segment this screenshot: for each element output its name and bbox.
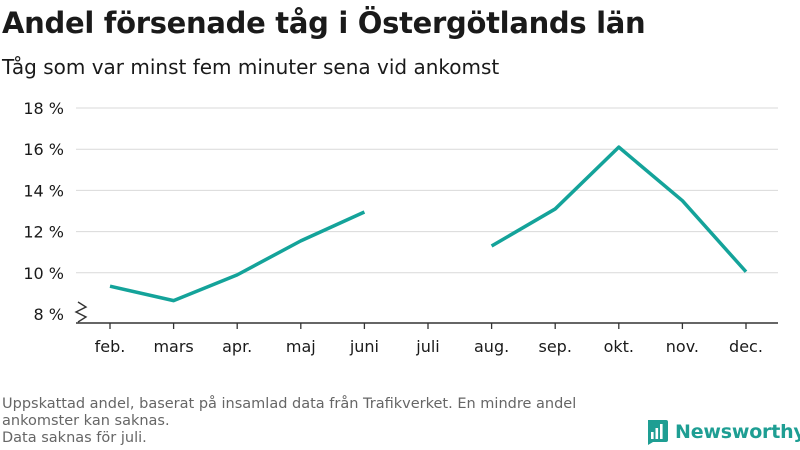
x-tick-label: aug. (474, 337, 509, 356)
footnote-missing-data: Data saknas för juli. (2, 430, 147, 446)
x-tick-label: juli (415, 337, 439, 356)
line-chart: 8 % 10 % 12 % 14 % 16 % 18 % feb. mars apr. maj ju… (23, 99, 778, 356)
y-tick-label: 10 % (23, 264, 64, 283)
y-tick-label: 14 % (23, 181, 64, 200)
footnote: Uppskattad andel, baserat på insamlad da… (2, 396, 632, 447)
y-tick-label: 18 % (23, 99, 64, 118)
brand-logo: Newsworthy (645, 419, 800, 445)
brand-name: Newsworthy (675, 421, 800, 443)
y-tick-label: 16 % (23, 140, 64, 159)
newsworthy-logo-icon (648, 420, 668, 445)
x-tick-label: nov. (666, 337, 699, 356)
series-line (490, 145, 748, 273)
x-tick-label: mars (153, 337, 193, 356)
x-tick-label: sep. (538, 337, 571, 356)
x-tick-label: dec. (729, 337, 763, 356)
footnote-source: Uppskattad andel, baserat på insamlad da… (2, 396, 577, 429)
y-tick-label: 8 % (34, 305, 64, 324)
chart-title: Andel försenade tåg i Östergötlands län (2, 6, 646, 40)
x-tick-label: maj (286, 337, 316, 356)
x-tick-label: feb. (95, 337, 126, 356)
axis-break-icon (74, 301, 88, 323)
chart-subtitle: Tåg som var minst fem minuter sena vid a… (2, 55, 500, 79)
x-tick-label: juni (349, 337, 379, 356)
x-tick-label: apr. (222, 337, 252, 356)
x-tick-label: okt. (604, 337, 634, 356)
y-tick-label: 12 % (23, 223, 64, 242)
series-line (109, 210, 366, 303)
